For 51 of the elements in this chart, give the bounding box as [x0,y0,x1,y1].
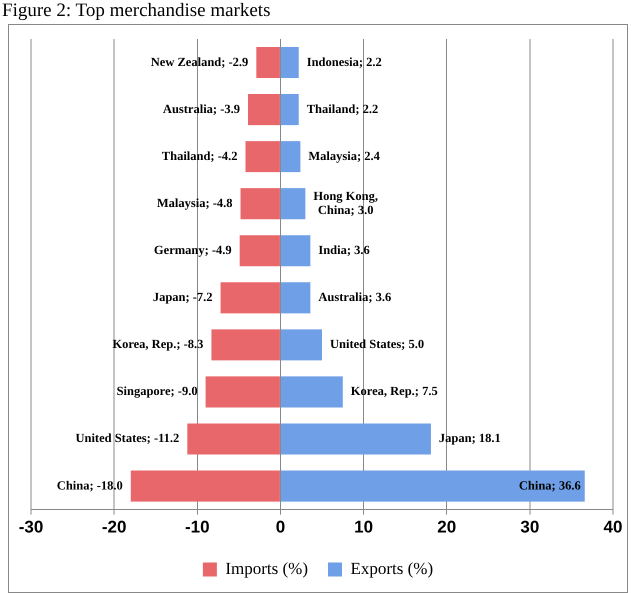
x-tick-label: 0 [276,517,286,536]
data-label: Indonesia; 2.2 [306,54,382,69]
bar [187,423,280,455]
data-label: United States; 5.0 [330,337,424,352]
bar [280,141,300,172]
bar [248,94,280,126]
bar [220,282,280,314]
data-label: China; 36.6 [518,478,581,492]
x-tick-label: 40 [604,517,622,536]
data-label: Malaysia; -4.8 [156,196,233,210]
data-label: Thailand; -4.2 [162,148,238,163]
data-label: Thailand; 2.2 [306,102,378,116]
data-label: China; -18.0 [56,478,123,492]
data-label: Australia; 3.6 [318,290,392,304]
bar [280,235,310,266]
data-label: Singapore; -9.0 [116,384,198,398]
legend-label: Imports (%) [225,558,308,578]
bar [280,423,431,455]
bar [280,282,310,314]
chart-title: Figure 2: Top merchandise markets [2,0,270,22]
x-tick-label: 30 [520,517,540,536]
data-label: Korea, Rep.; -8.3 [112,337,204,352]
x-tick-label: -10 [184,517,210,536]
bar [211,329,280,360]
x-tick-label: 10 [354,517,374,536]
bar [280,47,299,78]
bar [280,94,299,126]
bar [206,376,280,408]
x-tick-label: -20 [102,517,126,536]
bar [130,470,280,502]
x-tick-label: 20 [437,517,456,536]
data-label: Japan; -7.2 [152,290,213,304]
bar [280,470,585,502]
data-label: United States; -11.2 [75,431,180,446]
data-label: New Zealand; -2.9 [150,54,248,69]
data-label: Malaysia; 2.4 [308,148,381,163]
data-label: Australia; -3.9 [162,102,240,116]
bar [240,235,280,266]
bar [246,141,280,172]
bar [280,329,322,360]
data-label: Hong Kong, China; 3.0 [313,188,378,217]
bar [256,47,280,78]
bar [280,376,343,408]
data-label: Korea, Rep.; 7.5 [350,384,438,398]
legend-label: Exports (%) [350,558,434,578]
data-label: Japan; 18.1 [438,431,501,446]
x-tick-label: -30 [18,517,44,536]
bar [280,188,306,220]
data-label: India; 3.6 [318,243,370,258]
bar [240,188,280,220]
data-label: Germany; -4.9 [154,243,232,258]
